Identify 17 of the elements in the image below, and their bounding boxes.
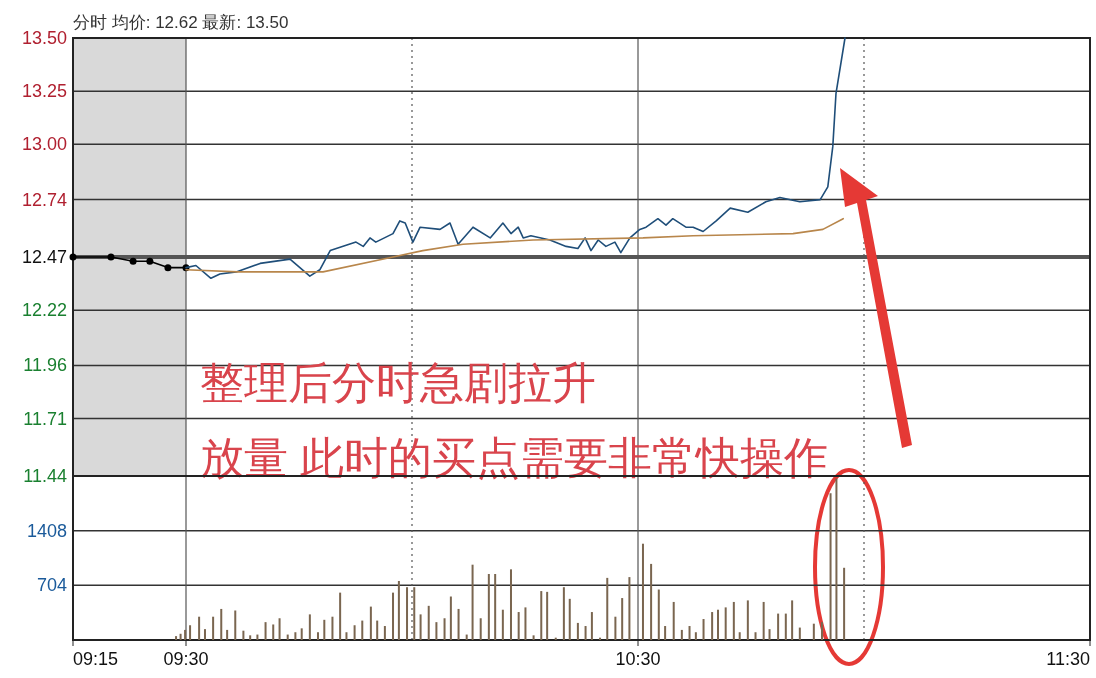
y-tick-label: 12.74: [21, 189, 67, 210]
y-tick-label: 13.25: [21, 81, 67, 102]
annotation: 整理后分时急剧拉升: [200, 358, 596, 407]
y-tick-label: 11.44: [23, 466, 67, 486]
y-tick-label: 13.00: [21, 134, 67, 155]
chart-title: 分时 均价: 12.62 最新: 13.50: [73, 13, 289, 32]
y-tick-label: 1408: [26, 520, 67, 541]
x-tick-label: 09:15: [73, 649, 119, 669]
y-tick-label: 704: [36, 575, 67, 596]
y-tick-label: 11.96: [23, 355, 67, 376]
y-tick-label: 13.50: [21, 28, 67, 48]
y-tick-label: 11.71: [23, 408, 67, 429]
x-tick-label: 11:30: [1046, 649, 1090, 669]
y-tick-label: 12.22: [21, 300, 67, 321]
x-tick-label: 10:30: [615, 649, 661, 669]
x-tick-label: 09:30: [163, 649, 209, 669]
y-tick-label: 12.47: [21, 247, 67, 267]
